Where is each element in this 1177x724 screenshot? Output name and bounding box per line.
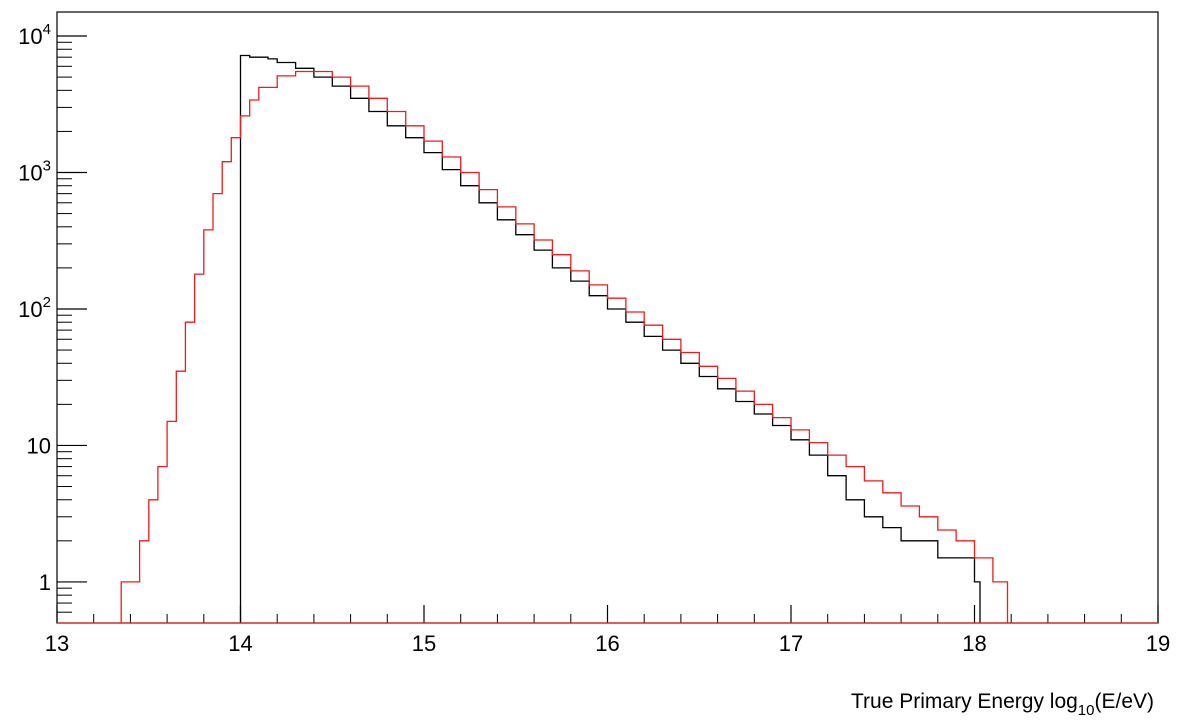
y-tick-label-base: 10 [27,433,51,458]
x-tick-label: 19 [1146,631,1170,656]
y-tick-label-exponent: 2 [43,294,51,311]
x-axis-title-subscript: 10 [1078,702,1095,719]
y-tick-label-exponent: 4 [43,21,51,38]
x-axis-title-tail: (E/eV) [1094,690,1154,713]
x-tick-label: 17 [779,631,803,656]
x-axis-title-main: True Primary Energy log [851,690,1078,713]
x-tick-label: 16 [595,631,619,656]
series-0-line [239,54,981,623]
x-axis-title: True Primary Energy log10(E/eV) [851,690,1154,719]
y-tick-label-base: 10 [18,297,42,322]
y-tick-label-base: 10 [18,161,42,186]
x-axis-ticks: 13 14 15 16 17 18 19 [45,605,1170,656]
y-tick-label: 103 [18,158,51,186]
y-tick-label-base: 10 [18,24,42,49]
y-tick-label: 10 [27,433,51,458]
y-tick-label: 104 [18,21,51,49]
series-layer [57,54,1158,624]
y-tick-label: 1 [39,570,51,595]
x-tick-label: 18 [962,631,986,656]
x-tick-label: 15 [412,631,436,656]
plot-frame [56,11,1159,624]
y-tick-label: 102 [18,294,51,322]
x-tick-label: 14 [228,631,252,656]
y-tick-label-base: 1 [39,570,51,595]
series-1-line [120,70,1009,623]
y-tick-label-exponent: 3 [43,158,51,175]
x-tick-label: 13 [45,631,69,656]
